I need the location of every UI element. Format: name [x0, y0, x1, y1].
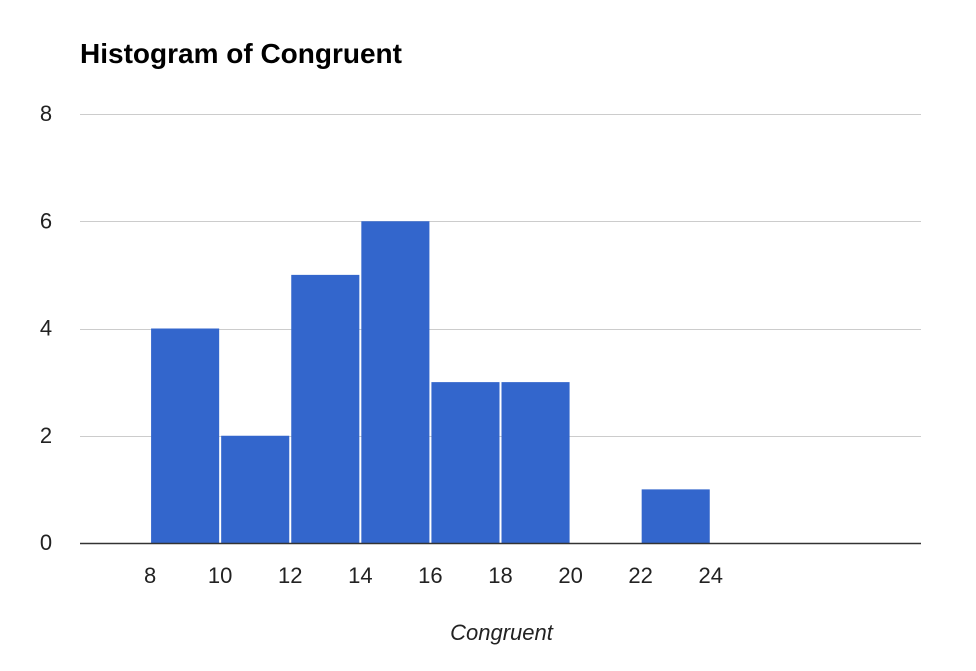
histogram-bar-22-24 [641, 489, 710, 543]
x-tick-label-16: 16 [418, 563, 442, 588]
histogram-bar-8-10 [151, 328, 220, 543]
x-tick-label-24: 24 [699, 563, 723, 588]
y-tick-label-0: 0 [40, 530, 52, 555]
x-tick-label-22: 22 [628, 563, 652, 588]
x-tick-label-20: 20 [558, 563, 582, 588]
x-tick-label-12: 12 [278, 563, 302, 588]
histogram-bar-18-20 [501, 382, 570, 543]
x-tick-label-14: 14 [348, 563, 372, 588]
x-tick-label-8: 8 [144, 563, 156, 588]
histogram-bar-12-14 [291, 274, 360, 543]
histogram-bar-14-16 [361, 221, 430, 543]
y-tick-label-8: 8 [40, 101, 52, 126]
y-tick-label-2: 2 [40, 423, 52, 448]
y-tick-label-4: 4 [40, 316, 52, 341]
x-tick-label-10: 10 [208, 563, 232, 588]
y-tick-label-6: 6 [40, 208, 52, 233]
x-axis-label: Congruent [450, 620, 554, 645]
x-tick-label-18: 18 [488, 563, 512, 588]
histogram-bar-10-12 [221, 435, 290, 543]
chart-title: Histogram of Congruent [80, 38, 402, 69]
histogram-bar-16-18 [431, 382, 500, 543]
